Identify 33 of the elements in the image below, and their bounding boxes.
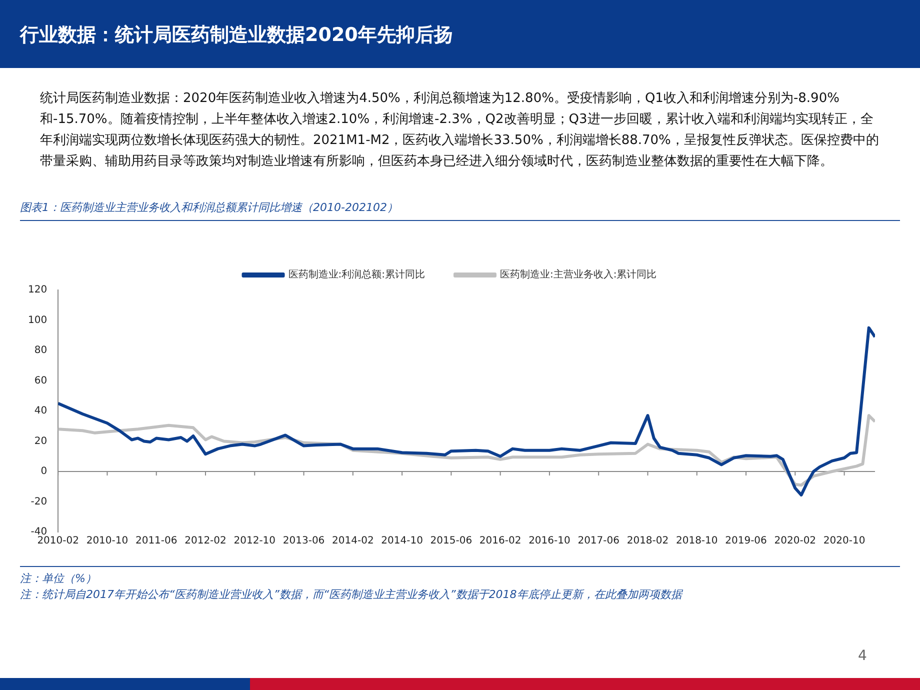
x-tick-label: 2012-10	[234, 536, 276, 547]
legend-label: 医药制造业:主营业务收入:累计同比	[500, 268, 657, 281]
text: 注：单位（%）	[20, 571, 98, 587]
x-tick-label: 2014-02	[332, 536, 374, 547]
legend-label: 医药制造业:利润总额:累计同比	[288, 268, 426, 281]
x-tick-label: 2019-06	[725, 536, 767, 547]
y-tick-label: 60	[34, 375, 48, 386]
text: 图表1：医药制造业主营业务收入和利润总额累计同比增速（2010-202102）	[20, 200, 399, 216]
y-tick-label: 40	[34, 406, 48, 417]
y-tick-label: 0	[40, 466, 48, 478]
x-tick-label: 2018-10	[676, 536, 718, 547]
x-tick-label: 2011-06	[135, 536, 178, 547]
x-tick-label: 2018-02	[626, 536, 669, 547]
x-tick-label: 2012-02	[184, 536, 226, 547]
x-tick-label: 2010-10	[86, 536, 128, 547]
y-tick-label: 80	[34, 345, 48, 356]
y-tick-label: 20	[34, 436, 48, 447]
x-tick-label: 2015-06	[430, 536, 472, 547]
x-tick-label: 2014-10	[381, 536, 423, 547]
x-tick-label: 2016-10	[528, 536, 570, 547]
x-tick-label: 2016-02	[479, 536, 522, 547]
y-tick-label: -20	[30, 496, 48, 508]
text: 注：统计局自2017年开始公布“医药制造业营业收入”数据，而“医药制造业主营业务收入”数据于2018年底停止更新，在此叠加两项数据	[20, 587, 684, 603]
x-tick-label: 2010-02	[37, 536, 79, 547]
x-tick-label: 2020-02	[774, 536, 816, 547]
chart-title: 行业数据：统计局医药制造业数据2020年先抑后扬	[20, 23, 453, 48]
text: 4	[858, 648, 867, 664]
x-tick-label: 2013-06	[282, 536, 325, 547]
chart-subtitle: 统计局医药制造业数据：2020年医药制造业收入增速为4.50%，利润总额增速为12.80%。受疫情影响，Q1收入和利润增速分别为-8.90%和-15.70%。随着疫情控制，上半年整体收入增速2.10%，利润增速-2.3%，Q2改善明显；Q3进一步回暖，累计收入端和利润端均实现转正，全年利润端实现两位数增长体现医药强大的韧性。2021M1-M2，医药收入端增长33.50%，利润端增长88.70%，呈报复性反弹状态。医保控费中的带量采购、辅助用药目录等政策均对制造业增速有所影响，但医药本身已经进入细分领域时代，医药制造业整体数据的重要性在大幅下降。	[40, 90, 880, 171]
x-tick-label: 2017-06	[578, 536, 620, 547]
y-tick-label: 100	[28, 314, 48, 326]
y-tick-label: 120	[28, 284, 48, 296]
x-tick-label: 2020-10	[823, 536, 866, 547]
